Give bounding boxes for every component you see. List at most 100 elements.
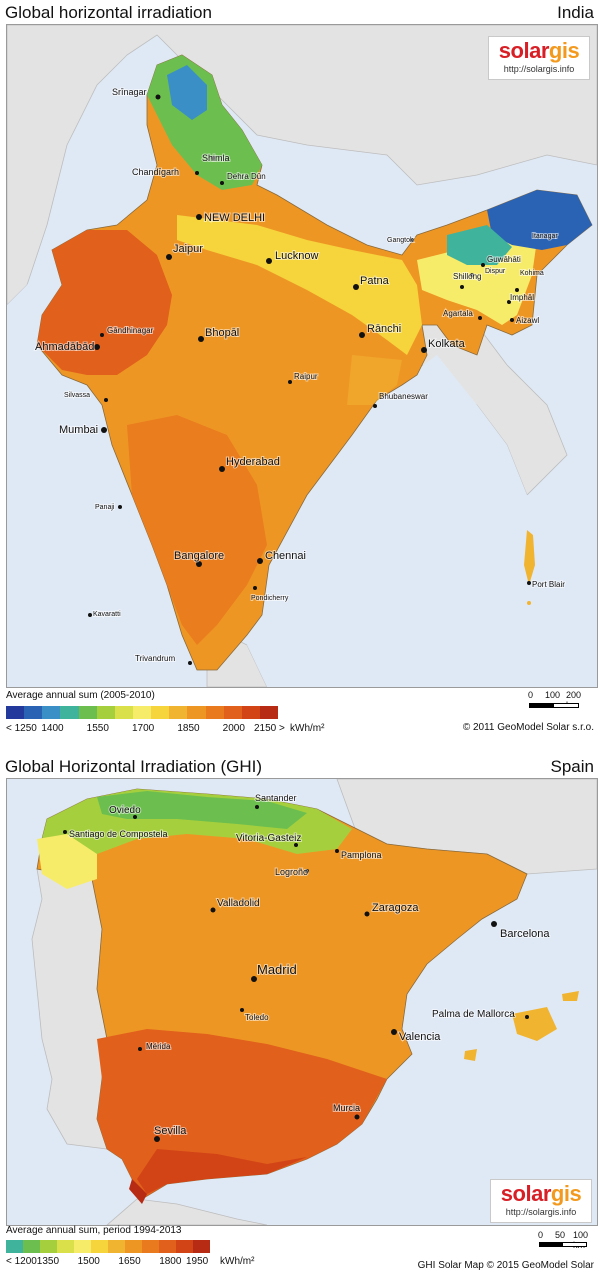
legend-swatch	[193, 1240, 210, 1253]
city-label-zaragoza: Zaragoza	[372, 902, 419, 914]
legend-tick-label: 1700	[132, 723, 155, 734]
spain-map-title: Global Horizontal Irradiation (GHI)	[5, 757, 262, 776]
india-map[interactable]: Srīnagar Shimla Chandīgarh Dehra Dūn NEW…	[6, 24, 598, 688]
spain-legend-colorbar	[6, 1240, 210, 1253]
city-labels: Santander Oviedo Santiago de Compostela …	[68, 792, 551, 1138]
india-country-label: India	[557, 3, 594, 22]
legend-swatch	[60, 706, 79, 719]
coastal-transition	[347, 355, 402, 405]
legend-swatch	[40, 1240, 57, 1253]
ibiza	[464, 1049, 477, 1061]
legend-tick-label: 1500	[77, 1256, 100, 1267]
city-label-shillong: Shillong	[453, 272, 481, 281]
legend-swatch	[151, 706, 170, 719]
city-label-new-delhi: NEW DELHI	[204, 212, 265, 224]
city-label-pondicherry: Pondicherry	[251, 595, 289, 602]
legend-tick-label: 1800	[159, 1256, 182, 1267]
city-label-ranchi: Rānchi	[367, 323, 401, 335]
legend-swatch	[205, 706, 224, 719]
city-label-agartala: Agartala	[443, 309, 473, 318]
scale-bar-line	[529, 703, 579, 708]
legend-swatch	[108, 1240, 125, 1253]
legend-swatch	[96, 706, 115, 719]
deccan-zone	[127, 415, 267, 645]
city-label-madrid: Madrid	[257, 962, 297, 977]
legend-swatch	[74, 1240, 91, 1253]
mallorca	[512, 1007, 557, 1041]
city-label-santander: Santander	[255, 793, 297, 803]
india-legend-ticks: < 1250 1400 1550 1700 1850 2000 2150 >	[6, 723, 285, 735]
india-panel: Global horizontal irradiation India	[5, 3, 598, 735]
city-label-logrono: Logroño	[275, 867, 308, 877]
city-label-toledo: Toledo	[245, 1013, 269, 1022]
city-label-oviedo: Oviedo	[109, 805, 141, 816]
city-label-valladolid: Valladolid	[217, 898, 260, 909]
city-label-valencia: Valencia	[399, 1031, 441, 1043]
legend-swatch	[125, 1240, 142, 1253]
city-label-bangalore: Bangalore	[174, 550, 224, 562]
legend-swatch	[142, 1240, 159, 1253]
legend-tick-label: 2150 >	[254, 723, 285, 734]
city-label-trivandrum: Trivandrum	[135, 654, 175, 663]
spain-scale-label-0: 0	[538, 1230, 544, 1240]
city-label-gangtok: Gangtok	[387, 237, 414, 244]
city-labels: Srīnagar Shimla Chandīgarh Dehra Dūn NEW…	[34, 86, 566, 664]
city-label-patna: Patna	[360, 275, 390, 287]
legend-swatch	[223, 706, 242, 719]
solargis-url-spain[interactable]: http://solargis.info	[505, 1207, 577, 1217]
spain-scale-label-50: 50	[555, 1230, 566, 1240]
scale-label-0: 0	[528, 690, 534, 700]
spain-legend-unit: kWh/m²	[220, 1256, 255, 1267]
solargis-logo[interactable]: solargis http://solargis.info	[488, 36, 590, 80]
legend-swatch	[24, 706, 43, 719]
solargis-logo-spain[interactable]: solargis http://solargis.info	[490, 1179, 592, 1223]
solargis-url[interactable]: http://solargis.info	[503, 64, 575, 74]
spain-map[interactable]: Santander Oviedo Santiago de Compostela …	[6, 778, 598, 1226]
city-label-jaipur: Jaipur	[173, 243, 203, 255]
spain-copyright: GHI Solar Map © 2015 GeoModel Solar	[417, 1260, 594, 1271]
legend-swatch	[132, 706, 152, 719]
city-label-bhopal: Bhopāl	[205, 327, 239, 339]
city-label-imphal: Imphāl	[510, 293, 534, 302]
spain-scale-label-100: 100 km	[573, 1230, 589, 1250]
spain-legend-title: Average annual sum, period 1994-2013	[6, 1225, 182, 1236]
india-legend-unit: kWh/m²	[290, 723, 325, 734]
city-label-palma: Palma de Mallorca	[432, 1009, 515, 1020]
city-label-kavaratti: Kavaratti	[93, 611, 121, 618]
cantabrian-high	[97, 791, 307, 829]
city-label-lucknow: Lucknow	[275, 250, 318, 262]
legend-tick-label: 1400	[41, 723, 64, 734]
solargis-logo-mark-spain: solargis	[500, 1181, 582, 1206]
legend-tick-label: 2000	[222, 723, 245, 734]
legend-swatch	[114, 706, 133, 719]
city-label-mumbai: Mumbai	[59, 424, 98, 436]
india-copyright: © 2011 GeoModel Solar s.r.o.	[462, 722, 594, 733]
south-deep-red	[137, 1149, 307, 1194]
city-label-panaji: Panaji	[95, 504, 115, 511]
arunachal-zone	[487, 190, 592, 250]
andaman-islands	[524, 530, 535, 585]
city-label-kohima: Kohima	[520, 270, 544, 277]
legend-tick-label: 1850	[177, 723, 200, 734]
india-legend-colorbar	[6, 706, 279, 719]
city-markers	[88, 94, 531, 665]
north-east-green	[447, 225, 512, 265]
legend-swatch	[78, 706, 97, 719]
city-label-shimla: Shimla	[202, 153, 230, 163]
legend-swatch	[259, 706, 279, 719]
legend-tick-label: 1950	[186, 1256, 209, 1267]
city-label-port-blair: Port Blair	[532, 580, 565, 589]
legend-swatch	[6, 706, 25, 719]
city-label-srinagar: Srīnagar	[112, 87, 147, 97]
city-label-hyderabad: Hyderabad	[226, 456, 280, 468]
spain-legend-ticks: < 1200 1350 1500 1650 1800 1950	[6, 1256, 210, 1268]
city-label-vitoria: Vitoria-Gasteiz	[236, 833, 301, 844]
legend-tick-label: 1650	[118, 1256, 141, 1267]
city-label-pamplona: Pamplona	[341, 850, 382, 860]
city-label-raipur: Raipur	[294, 372, 318, 381]
city-label-silvassa: Silvassa	[64, 392, 90, 399]
legend-swatch	[57, 1240, 74, 1253]
india-map-canvas: Srīnagar Shimla Chandīgarh Dehra Dūn NEW…	[7, 25, 597, 687]
city-label-merida: Mérida	[146, 1042, 171, 1051]
legend-swatch	[23, 1240, 40, 1253]
